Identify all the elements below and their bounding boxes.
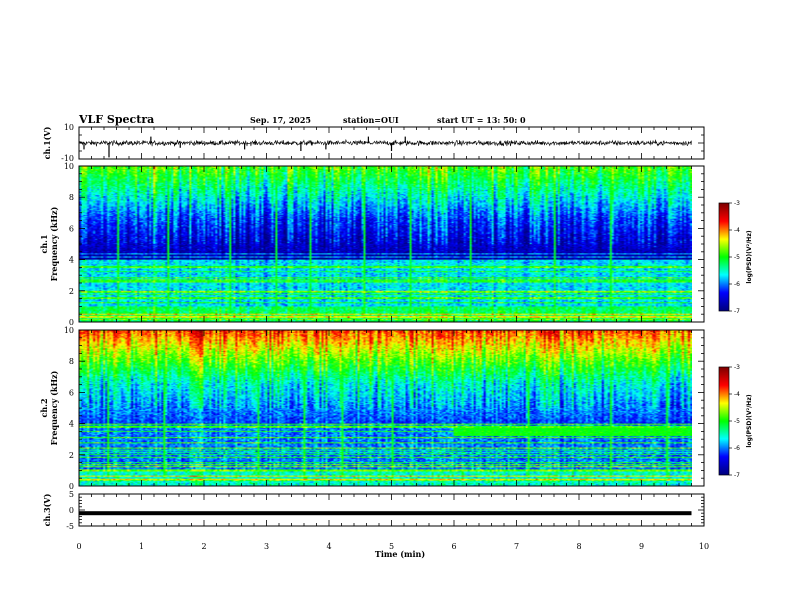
ch2-colorbar: -3 -4 -5 -6 -7 log(PSD)(V²/Hz) <box>718 364 753 479</box>
time-axis-label: Time (min) <box>375 549 425 559</box>
colorbar-gradient <box>719 203 729 311</box>
date-label: Sep. 17, 2025 <box>250 115 311 125</box>
ch1-colorbar-ticks: -3 -4 -5 -6 -7 <box>729 200 740 315</box>
frequency-tick-label: 10 <box>64 162 74 171</box>
frequency-tick-label: 0 <box>69 482 74 491</box>
time-tick-label: 7 <box>514 542 519 551</box>
colorbar-tick-label: -3 <box>734 200 740 207</box>
ch1-ytick-top: 10 <box>64 123 74 132</box>
frequency-tick-label: 8 <box>69 193 74 202</box>
ch1-waveform-panel: 10 -10 ch.1(V) <box>42 123 705 163</box>
time-tick-label: 10 <box>699 542 709 551</box>
ch1-spectrogram-ticks <box>78 165 705 323</box>
colorbar-tick-label: -4 <box>734 391 740 398</box>
colorbar-tick-label: -7 <box>734 472 740 479</box>
ch3-ytick-middle: 0 <box>69 506 74 515</box>
ch1-colorbar: -3 -4 -5 -6 -7 log(PSD)(V²/Hz) <box>718 200 753 315</box>
ch3-ytick-top: 5 <box>69 490 74 499</box>
colorbar-tick-label: -7 <box>734 308 740 315</box>
ch2-spectrogram-image <box>79 330 692 486</box>
ch1-waveform-ticks <box>78 126 705 160</box>
ch1-colorbar-label: log(PSD)(V²/Hz) <box>746 230 753 283</box>
time-tick-label: 9 <box>639 542 644 551</box>
frequency-tick-label: 0 <box>69 318 74 327</box>
figure-title: VLF Spectra <box>78 113 154 126</box>
colorbar-tick-label: -5 <box>734 418 740 425</box>
frequency-tick-label: 6 <box>69 388 74 397</box>
ch1-waveform-trace-group <box>78 136 692 158</box>
time-tick-label: 3 <box>264 542 269 551</box>
time-tick-label: 1 <box>139 542 144 551</box>
frequency-tick-label: 2 <box>69 287 74 296</box>
ch3-waveform-panel: 5 0 -5 ch.3(V) <box>42 490 705 531</box>
ch1-spectrogram-yticklabels: 0 2 4 6 8 10 <box>64 162 74 327</box>
ch1-spectrogram-ylabel-channel: ch.1 <box>39 234 49 253</box>
start-time-label: start UT = 13: 50: 0 <box>437 115 526 125</box>
time-tick-label: 5 <box>389 542 394 551</box>
time-tick-label: 0 <box>76 542 81 551</box>
time-axis-tick-labels: 0 1 2 3 4 5 6 7 8 9 10 <box>76 542 709 551</box>
frequency-tick-label: 6 <box>69 224 74 233</box>
ch2-spectrogram-ylabel-channel: ch.2 <box>39 398 49 417</box>
ch3-ytick-bottom: -5 <box>66 522 74 531</box>
ch1-spectrogram-image <box>79 166 692 322</box>
frequency-tick-label: 8 <box>69 357 74 366</box>
ch1-spectrogram-ylabel-frequency: Frequency (kHz) <box>49 206 59 281</box>
ch2-colorbar-ticks: -3 -4 -5 -6 -7 <box>729 364 740 479</box>
time-tick-label: 8 <box>576 542 581 551</box>
frequency-tick-label: 4 <box>69 420 74 429</box>
ch1-spectrogram-panel: 0 2 4 6 8 10 ch.1 Frequency (kHz) <box>39 162 705 327</box>
colorbar-gradient <box>719 367 729 475</box>
colorbar-tick-label: -3 <box>734 364 740 371</box>
ch2-spectrogram-ylabel-frequency: Frequency (kHz) <box>49 370 59 445</box>
ch1-ytick-bottom: -10 <box>61 154 74 163</box>
frequency-tick-label: 10 <box>64 326 74 335</box>
time-tick-label: 6 <box>451 542 456 551</box>
ch3-waveform-trace <box>79 511 692 516</box>
colorbar-tick-label: -5 <box>734 254 740 261</box>
frequency-tick-label: 4 <box>69 256 74 265</box>
colorbar-tick-label: -6 <box>734 281 740 288</box>
ch1-waveform-ylabel: ch.1(V) <box>42 126 52 159</box>
ch3-waveform-ylabel: ch.3(V) <box>42 493 52 526</box>
ch1-waveform-trace <box>78 138 692 147</box>
ch2-colorbar-label: log(PSD)(V²/Hz) <box>746 394 753 447</box>
frequency-tick-label: 2 <box>69 451 74 460</box>
ch2-spectrogram-yticklabels: 0 2 4 6 8 10 <box>64 326 74 491</box>
ch2-spectrogram-ticks <box>78 329 705 487</box>
colorbar-tick-label: -4 <box>734 227 740 234</box>
time-tick-label: 2 <box>201 542 206 551</box>
ch2-spectrogram-panel: 0 2 4 6 8 10 ch.2 Frequency (kHz) <box>39 326 705 491</box>
ch3-waveform-ticks <box>78 493 705 527</box>
colorbar-tick-label: -6 <box>734 445 740 452</box>
station-label: station=OUI <box>343 115 399 125</box>
time-tick-label: 4 <box>326 542 331 551</box>
